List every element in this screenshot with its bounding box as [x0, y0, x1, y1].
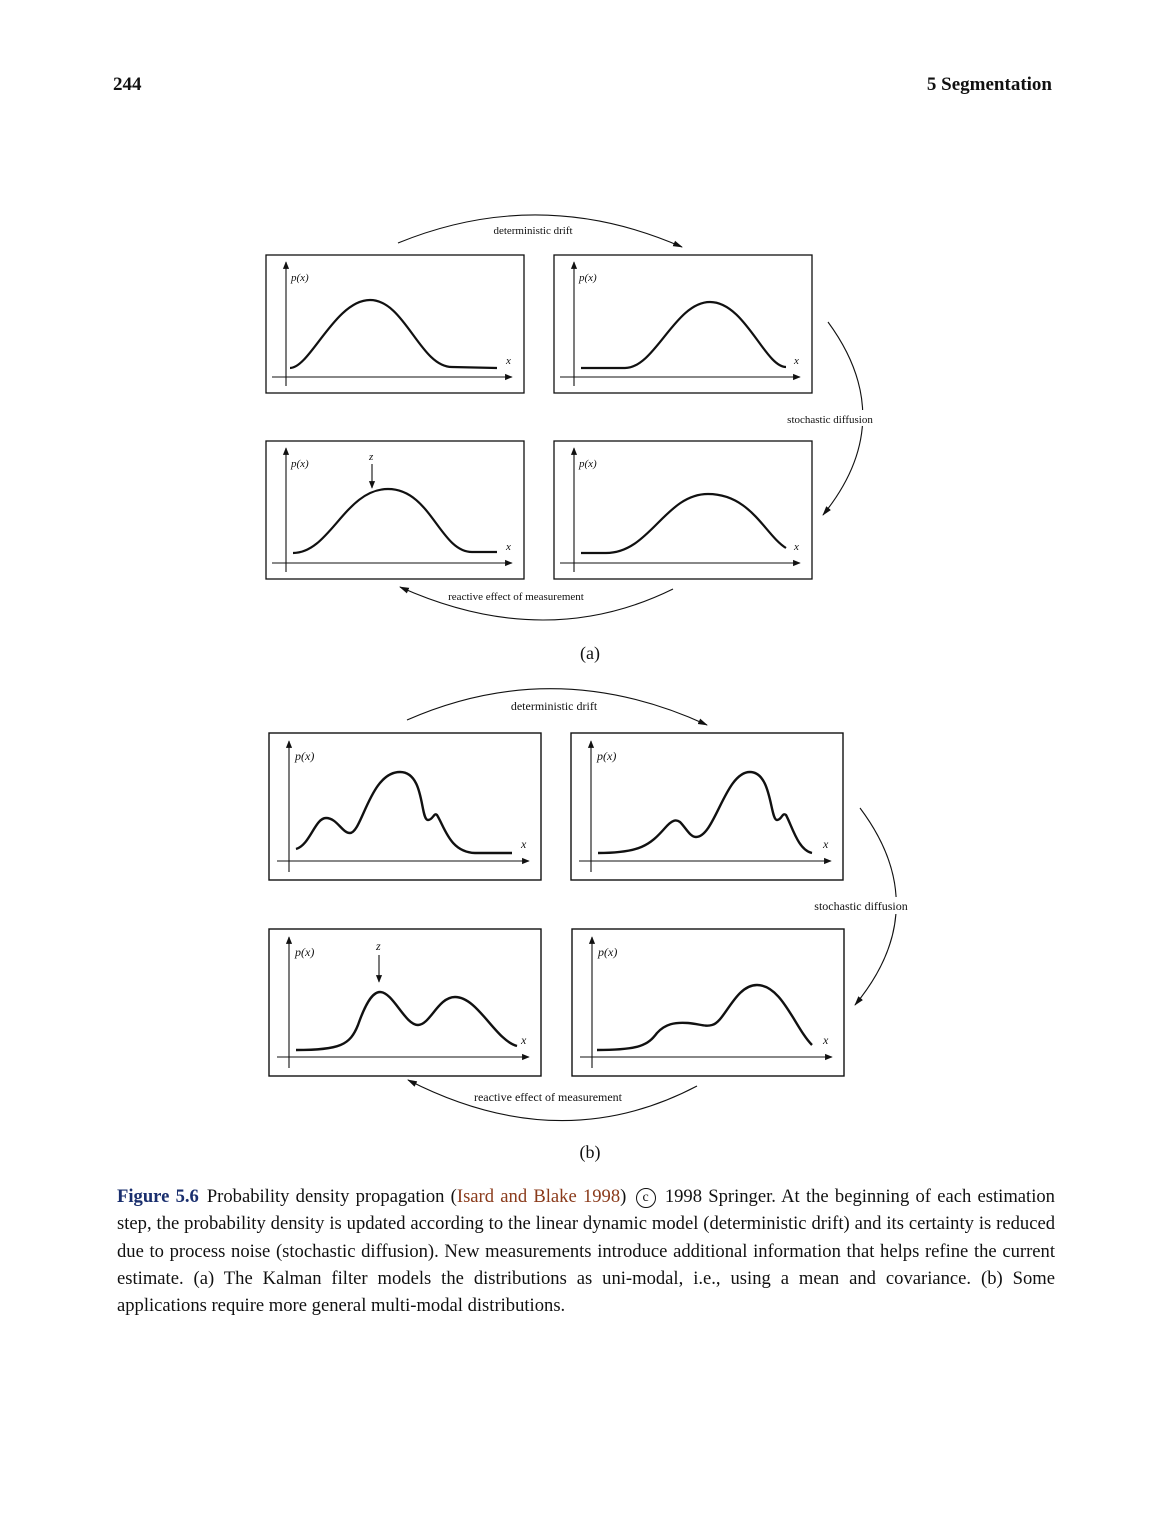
figure-caption: Figure 5.6 Probability density propagatio…: [117, 1183, 1055, 1319]
xlabel: x: [822, 837, 829, 851]
diffusion-label-b: stochastic diffusion: [814, 899, 907, 913]
density-curve: [581, 492, 787, 555]
ylabel: p(x): [294, 945, 314, 959]
caption-text-mid: ): [620, 1186, 627, 1207]
xlabel: x: [520, 1033, 527, 1047]
measurement-arrow-b: [407, 1079, 698, 1122]
density-curve: [292, 487, 497, 555]
measurement-label-a: reactive effect of measurement: [448, 591, 584, 603]
figure-label: Figure 5.6: [117, 1186, 199, 1207]
ylabel: p(x): [578, 458, 597, 470]
plot-b-bottom-right: p(x) x: [571, 928, 845, 1077]
page-number: 244: [113, 74, 142, 95]
plot-b-top-left: p(x) x: [268, 732, 542, 881]
ylabel: p(x): [294, 749, 314, 763]
ylabel: p(x): [578, 272, 597, 284]
measurement-label: z: [375, 939, 381, 953]
measurement-arrow-a: [399, 586, 674, 621]
plot-a-top-right: p(x) x: [553, 254, 813, 394]
plot-b-bottom-left: p(x) x z: [268, 928, 542, 1077]
subfigure-label-b: (b): [579, 1142, 601, 1162]
density-curve: [295, 770, 512, 855]
panel-b: deterministic drift stochastic diffusion…: [268, 688, 917, 1122]
plot-a-bottom-right: p(x) x: [553, 440, 813, 580]
drift-label-a: deterministic drift: [493, 225, 572, 237]
ylabel: p(x): [290, 272, 309, 284]
density-curve: [289, 298, 498, 370]
chapter-title: 5 Segmentation: [926, 74, 1052, 95]
measurement-label: z: [368, 451, 374, 463]
drift-label-b: deterministic drift: [511, 699, 598, 713]
xlabel: x: [505, 541, 511, 553]
density-curve: [295, 990, 518, 1052]
measurement-label-b: reactive effect of measurement: [474, 1090, 623, 1104]
ylabel: p(x): [597, 945, 617, 959]
density-curve: [597, 770, 813, 855]
xlabel: x: [793, 541, 799, 553]
caption-text-after: 1998 Springer. At the beginning of each …: [117, 1186, 1055, 1317]
drift-arrow-a: [397, 214, 683, 248]
caption-text-before: Probability density propagation (: [206, 1186, 457, 1207]
subfigure-label-a: (a): [580, 643, 600, 663]
ylabel: p(x): [290, 458, 309, 470]
plot-b-top-right: p(x) x: [570, 732, 844, 881]
xlabel: x: [505, 355, 511, 367]
density-curve: [596, 983, 813, 1052]
xlabel: x: [520, 837, 527, 851]
plot-a-top-left: p(x) x: [265, 254, 525, 394]
density-curve: [581, 300, 787, 370]
plot-a-bottom-left: p(x) x z: [265, 440, 525, 580]
copyright-icon: c: [635, 1188, 656, 1208]
drift-arrow-b: [406, 688, 708, 726]
xlabel: x: [822, 1033, 829, 1047]
xlabel: x: [793, 355, 799, 367]
diffusion-label-a: stochastic diffusion: [787, 414, 873, 426]
citation-link[interactable]: Isard and Blake 1998: [456, 1186, 621, 1207]
ylabel: p(x): [596, 749, 616, 763]
panel-a: deterministic drift stochastic diffusion…: [265, 214, 884, 621]
